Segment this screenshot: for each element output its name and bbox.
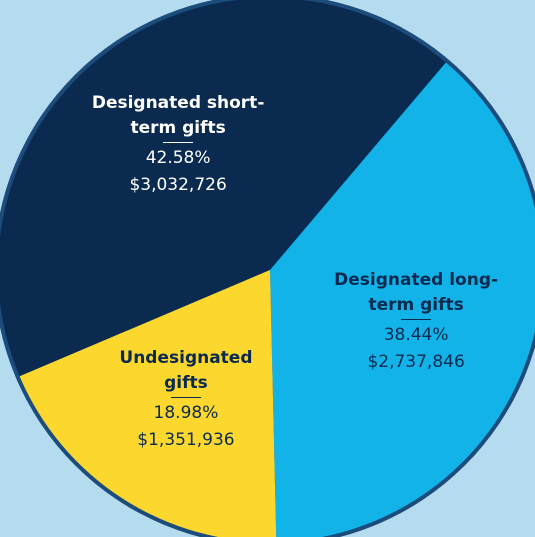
value-label: 18.98% [153, 403, 219, 424]
label-rule [170, 397, 201, 399]
category-label: Undesignated gifts [119, 348, 253, 394]
amount-label: $1,351,936 [137, 430, 235, 451]
category-label: Designated short-term gifts [91, 93, 265, 139]
slice-label: Designated short-term gifts 42.58% $3,032,… [88, 91, 268, 199]
pie-slice [19, 270, 277, 537]
slice-label: Designated long-term gifts 38.44% $2,737,8… [326, 268, 506, 376]
slice-label: Undesignated gifts 18.98% $1,351,936 [96, 346, 276, 454]
category-label: Designated long-term gifts [334, 269, 499, 315]
pie-slice [0, 0, 446, 377]
value-label: 38.44% [383, 324, 449, 345]
label-rule [401, 318, 432, 320]
value-label: 42.58% [145, 148, 211, 169]
pie-slice [270, 62, 535, 537]
label-rule [163, 142, 194, 144]
amount-label: $2,737,846 [367, 351, 465, 372]
amount-label: $3,032,726 [129, 175, 227, 196]
